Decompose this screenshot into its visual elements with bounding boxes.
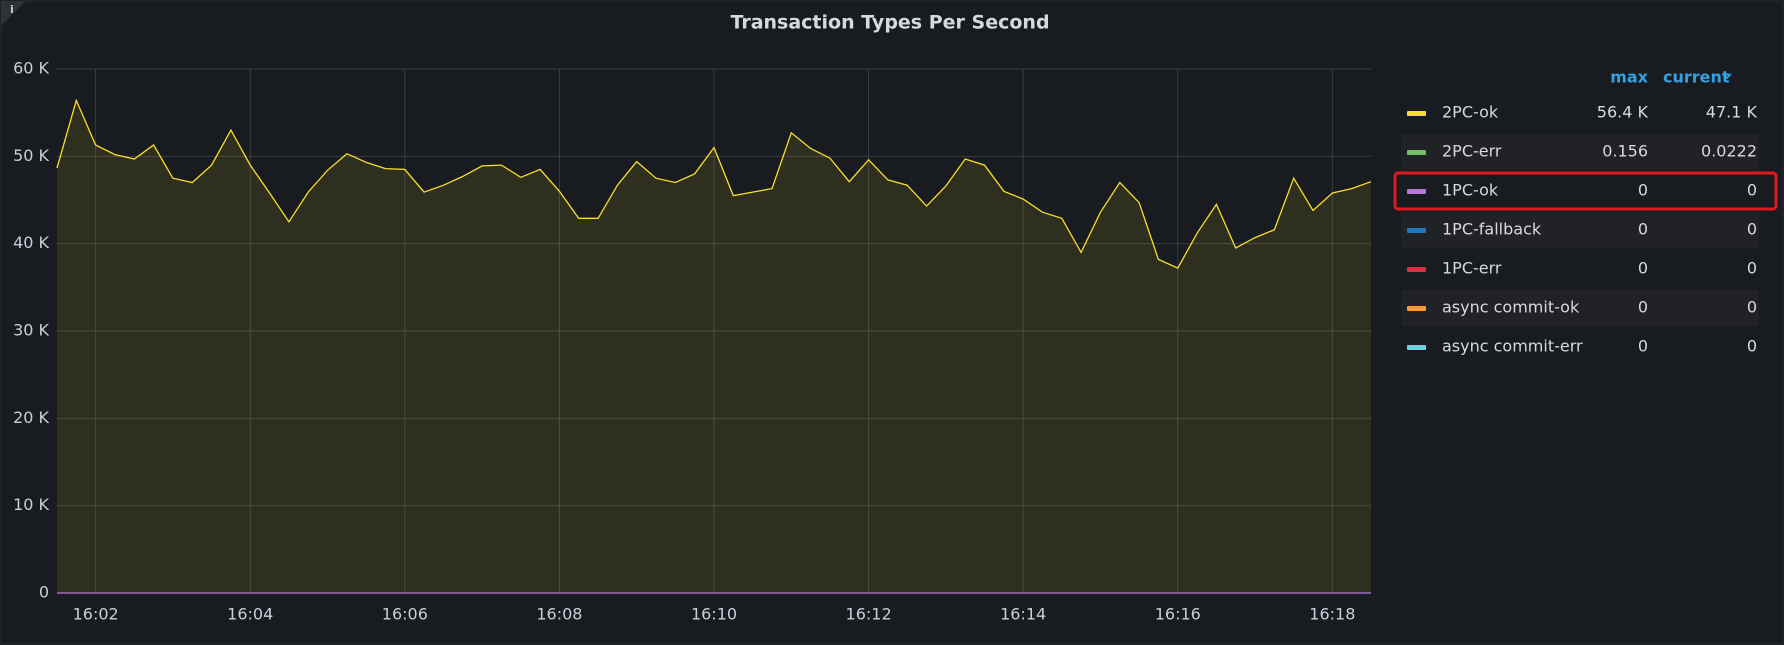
y-tick-label: 10 K — [13, 495, 49, 514]
plot-area: 0 10 K 20 K 30 K 40 K 50 K 60 K 16:02 16:04 16:06… — [13, 59, 1372, 624]
y-tick-label: 40 K — [13, 233, 49, 252]
y-tick-label: 30 K — [13, 321, 49, 340]
panel-title: Transaction Types Per Second — [730, 12, 1049, 34]
y-tick-label: 50 K — [13, 146, 49, 165]
x-tick-label: 16:18 — [1309, 605, 1355, 624]
x-tick-label: 16:14 — [1000, 605, 1046, 624]
x-tick-label: 16:10 — [691, 605, 737, 624]
legend-row-background — [1401, 290, 1759, 326]
legend-value: 0 — [1638, 259, 1648, 278]
info-icon[interactable]: i — [10, 3, 14, 16]
legend-value: 0 — [1638, 220, 1648, 239]
legend-value: 0 — [1638, 337, 1648, 356]
y-tick-label: 20 K — [13, 408, 49, 427]
legend-value: 47.1 K — [1706, 103, 1758, 122]
legend-value: 0 — [1638, 181, 1648, 200]
series-area — [57, 100, 1371, 594]
legend-row-background — [1401, 212, 1759, 248]
x-tick-label: 16:02 — [73, 605, 119, 624]
legend-swatch — [1407, 267, 1426, 272]
series-line — [56, 98, 1372, 269]
legend-value: 0.0222 — [1701, 142, 1757, 161]
legend-value: 0 — [1638, 298, 1648, 317]
legend-swatch — [1407, 228, 1426, 233]
legend-label[interactable]: 2PC-ok — [1442, 103, 1499, 122]
x-tick-label: 16:08 — [536, 605, 582, 624]
info-corner[interactable] — [1, 1, 26, 26]
x-tick-label: 16:16 — [1155, 605, 1201, 624]
x-tick-label: 16:12 — [846, 605, 892, 624]
legend-value: 0 — [1747, 220, 1757, 239]
legend-value: 56.4 K — [1597, 103, 1649, 122]
legend: max current 2PC-ok 56.4 K 47.1 K 2PC-err 0.156… — [1401, 68, 1759, 356]
legend-label[interactable]: 1PC-err — [1442, 259, 1502, 278]
legend-value: 0 — [1747, 298, 1757, 317]
x-tick-label: 16:06 — [382, 605, 428, 624]
legend-header[interactable]: max — [1610, 68, 1648, 87]
legend-value: 0 — [1747, 337, 1757, 356]
legend-label[interactable]: async commit-err — [1442, 337, 1583, 356]
legend-swatch — [1407, 189, 1426, 194]
legend-label[interactable]: 1PC-ok — [1442, 181, 1499, 200]
legend-value: 0 — [1747, 181, 1757, 200]
legend-swatch — [1407, 345, 1426, 350]
legend-swatch — [1407, 111, 1426, 116]
legend-label[interactable]: async commit-ok — [1442, 298, 1580, 317]
y-tick-label: 0 — [39, 583, 49, 602]
x-tick-label: 16:04 — [227, 605, 273, 624]
sort-arrow[interactable] — [1722, 73, 1732, 80]
legend-swatch — [1407, 150, 1426, 155]
legend-label[interactable]: 2PC-err — [1442, 142, 1502, 161]
legend-value: 0 — [1747, 259, 1757, 278]
legend-header[interactable]: current — [1663, 68, 1730, 87]
legend-value: 0.156 — [1602, 142, 1648, 161]
highlight-box — [1393, 171, 1778, 211]
legend-swatch — [1407, 306, 1426, 311]
y-tick-label: 60 K — [13, 59, 49, 78]
legend-label[interactable]: 1PC-fallback — [1442, 220, 1542, 239]
legend-row-background — [1401, 134, 1759, 170]
